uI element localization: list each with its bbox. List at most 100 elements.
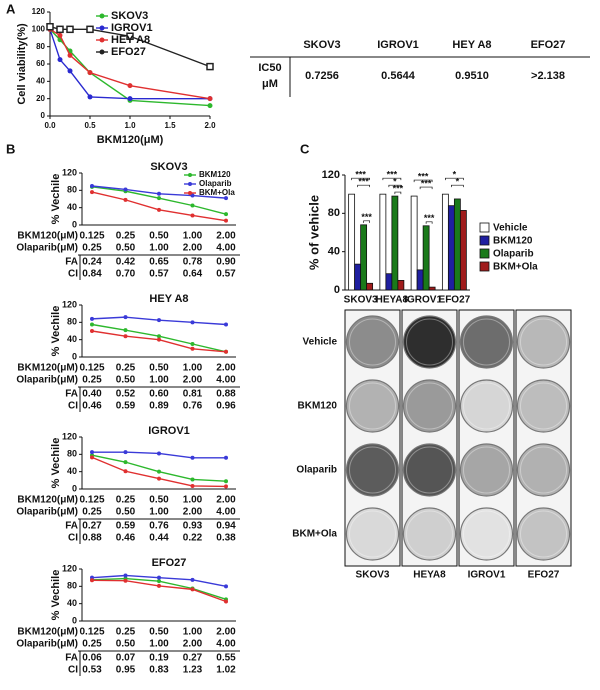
table-cell: 0.94 (216, 521, 236, 532)
plate-rim (406, 318, 453, 366)
row-label: CI (68, 401, 78, 412)
table-cell: 1.00 (149, 507, 169, 518)
data-point (157, 583, 161, 588)
y-tick-label: 80 (67, 185, 77, 195)
column-label: SKOV3 (356, 570, 390, 581)
y-tick-label: 120 (62, 563, 77, 573)
table-cell: 1.00 (149, 639, 169, 650)
table-cell: 0.25 (116, 363, 136, 374)
significance-bracket (413, 179, 433, 183)
legend-label: EFO27 (111, 46, 146, 58)
table-cell: 0.38 (216, 533, 236, 544)
data-point (123, 573, 128, 578)
table-cell: 0.50 (149, 231, 169, 242)
legend-marker (188, 191, 192, 195)
bar (416, 269, 424, 291)
y-tick-label: 100 (32, 24, 46, 33)
data-point (90, 329, 94, 333)
plate-rim (520, 318, 567, 366)
row-label: FA (65, 257, 78, 268)
row-label: Olaparib (296, 465, 337, 476)
column-label: EFO27 (528, 570, 560, 581)
data-point (90, 450, 94, 455)
significance-bracket (363, 220, 370, 223)
table-cell: 0.9510 (455, 70, 489, 82)
table-cell: 0.64 (183, 269, 203, 280)
table-cell: 0.125 (79, 627, 104, 638)
data-point (57, 32, 63, 38)
table-cell: 0.25 (82, 243, 102, 254)
plate-well (402, 443, 457, 497)
row-label: μM (262, 78, 278, 90)
y-axis-label: % Vechile (50, 306, 62, 357)
significance-label: *** (355, 170, 366, 180)
bar (422, 225, 430, 291)
table-cell: 0.25 (116, 627, 136, 638)
data-point (157, 579, 161, 584)
table-cell: 2.00 (183, 243, 203, 254)
table-cell: 0.50 (149, 627, 169, 638)
table-cell: 4.00 (216, 507, 236, 518)
data-point (224, 349, 228, 354)
data-point (90, 316, 94, 321)
y-axis-label: Cell viability(%) (16, 23, 28, 105)
data-point (127, 83, 133, 89)
significance-label: *** (418, 171, 429, 181)
plate-rim (349, 510, 396, 558)
plate-rim (520, 382, 567, 430)
plate-well (345, 379, 400, 433)
table-cell: 0.27 (183, 653, 203, 664)
row-label: Olaparib(μM) (16, 507, 78, 518)
legend-label: IGROV1 (111, 22, 153, 34)
table-cell: 0.50 (116, 375, 136, 386)
table-cell: 0.25 (116, 231, 136, 242)
data-point (123, 187, 128, 192)
row-label: Olaparib(μM) (16, 375, 78, 386)
x-tick-label: SKOV3 (344, 295, 378, 306)
data-point (157, 476, 161, 481)
data-point (190, 320, 195, 325)
y-axis-label: % Vechile (50, 438, 62, 489)
chart-title: EFO27 (152, 557, 187, 569)
plate-well (459, 315, 514, 369)
table-cell: 0.70 (116, 269, 136, 280)
data-point (123, 328, 128, 333)
table-cell: 0.95 (116, 665, 136, 676)
significance-bracket (419, 186, 433, 190)
data-point (157, 207, 161, 212)
data-point (157, 337, 161, 342)
plate-rim (463, 446, 510, 494)
bar (354, 263, 362, 291)
plate-well (516, 315, 571, 369)
legend-label: Olaparib (199, 179, 232, 188)
y-tick-label: 40 (67, 466, 77, 476)
series-line (49, 29, 210, 100)
table-cell: 1.23 (183, 665, 203, 676)
row-label: Olaparib(μM) (16, 243, 78, 254)
data-point (190, 477, 195, 482)
bar (348, 193, 356, 291)
table-cell: 0.42 (116, 257, 136, 268)
data-point (224, 479, 228, 484)
data-point (86, 25, 94, 34)
table-cell: 0.25 (116, 495, 136, 506)
significance-bracket (388, 184, 402, 188)
table-cell: 0.90 (216, 257, 236, 268)
table-cell: 0.83 (149, 665, 169, 676)
y-tick-label: 120 (32, 7, 46, 16)
y-tick-label: 0 (72, 219, 77, 229)
row-label: FA (65, 521, 78, 532)
row-label: CI (68, 665, 78, 676)
legend-label: HEY A8 (111, 34, 150, 46)
table-cell: 0.53 (82, 665, 102, 676)
row-label: CI (68, 269, 78, 280)
legend-swatch (479, 222, 490, 233)
table-cell: 1.00 (183, 627, 203, 638)
table-header: HEY A8 (452, 39, 491, 51)
y-tick-label: 40 (67, 202, 77, 212)
significance-label: *** (358, 177, 369, 187)
table-cell: 0.27 (82, 521, 102, 532)
data-point (127, 96, 133, 102)
plate-well (402, 507, 457, 561)
bar (459, 210, 467, 291)
